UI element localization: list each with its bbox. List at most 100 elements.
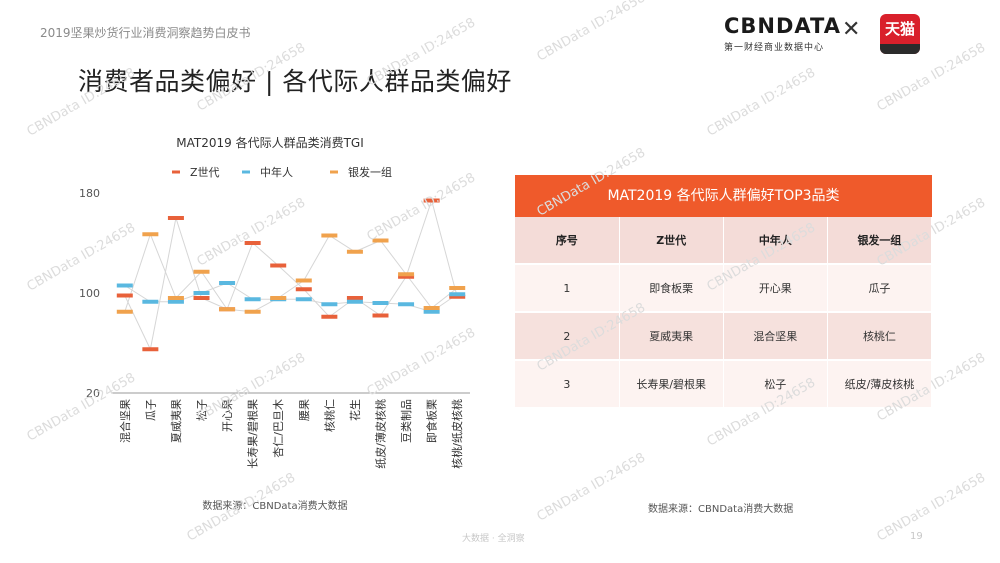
legend-label: Z世代 xyxy=(190,166,220,179)
x-tick-label: 纸皮/薄皮核桃 xyxy=(374,399,388,469)
data-point-marker xyxy=(219,307,236,312)
x-tick-label: 腰果 xyxy=(298,399,311,421)
data-point-marker xyxy=(142,347,159,352)
data-point-marker xyxy=(346,296,363,300)
top3-table-panel: MAT2019 各代际人群偏好TOP3品类 序号 Z世代 中年人 银发一组 1 … xyxy=(515,175,933,409)
cbn-logo-name: CBNDATA xyxy=(724,14,841,38)
footer-slogan: 大数据 · 全洞察 xyxy=(462,534,525,544)
report-title: 2019坚果炒货行业消费洞察趋势白皮书 xyxy=(40,26,251,40)
table-cell: 纸皮/薄皮核桃 xyxy=(827,360,933,409)
data-point-marker xyxy=(116,293,133,298)
data-point-marker xyxy=(398,272,415,277)
page-number: 19 xyxy=(910,531,923,542)
data-point-marker xyxy=(449,294,466,299)
data-point-marker xyxy=(423,309,440,314)
x-tick-label: 长寿果/碧根果 xyxy=(246,399,260,469)
times-icon: ✕ xyxy=(842,17,861,42)
data-point-marker xyxy=(142,232,159,237)
data-point-marker xyxy=(372,238,389,243)
data-point-marker xyxy=(449,286,466,290)
watermark-text: CBNData ID:24658 xyxy=(534,450,649,525)
table-cell: 松子 xyxy=(723,360,828,409)
x-tick-label: 混合坚果 xyxy=(118,399,132,443)
data-point-marker xyxy=(398,302,415,307)
data-point-marker xyxy=(398,274,415,279)
data-point-marker xyxy=(295,287,312,292)
data-point-marker xyxy=(270,263,287,268)
data-point-marker xyxy=(270,296,287,300)
table-cell: 即食板栗 xyxy=(619,264,724,313)
y-tick-label: 180 xyxy=(79,187,100,200)
legend-label: 银发一组 xyxy=(348,165,392,179)
data-point-marker xyxy=(167,299,184,304)
data-point-marker xyxy=(244,297,261,302)
cbn-logo-subtitle: 第一财经商业数据中心 xyxy=(724,43,825,53)
table-cell: 核桃仁 xyxy=(827,312,933,361)
top3-table: 序号 Z世代 中年人 银发一组 1 即食板栗 开心果 瓜子 2 夏威夷果 混合坚… xyxy=(515,217,933,409)
data-point-marker xyxy=(193,296,210,300)
table-header-row: 序号 Z世代 中年人 银发一组 xyxy=(515,217,933,265)
tmall-logo: 天猫 xyxy=(880,14,920,54)
data-point-marker xyxy=(295,278,312,283)
data-point-marker xyxy=(244,309,261,314)
x-tick-label: 即食板栗 xyxy=(425,399,439,443)
data-point-marker xyxy=(346,249,363,254)
legend-label: 中年人 xyxy=(260,165,293,179)
table-row: 1 即食板栗 开心果 瓜子 xyxy=(515,264,933,313)
table-cell: 混合坚果 xyxy=(723,312,828,361)
data-point-marker xyxy=(219,281,236,285)
x-tick-label: 松子 xyxy=(195,399,209,421)
top3-table-title: MAT2019 各代际人群偏好TOP3品类 xyxy=(515,175,932,217)
series-line xyxy=(124,232,458,313)
x-tick-label: 花生 xyxy=(348,399,362,421)
chart-title: MAT2019 各代际人群品类消费TGI xyxy=(176,135,363,150)
table-cell: 1 xyxy=(515,264,620,313)
chart-source-note: 数据来源：CBNData消费大数据 xyxy=(202,499,347,512)
watermark-text: CBNData ID:24658 xyxy=(534,0,649,65)
data-point-marker xyxy=(193,291,210,295)
tgi-chart-svg: MAT2019 各代际人群品类消费TGI Z世代 中年人 银发一组 20 100 180 混合… xyxy=(79,135,470,512)
data-point-marker xyxy=(449,292,466,297)
x-tick-label: 豆类制品 xyxy=(399,399,413,443)
watermark-text: CBNData ID:24658 xyxy=(704,65,819,140)
data-point-marker xyxy=(142,299,159,304)
data-point-marker xyxy=(423,306,440,310)
data-point-marker xyxy=(321,233,338,238)
table-header-cell: 中年人 xyxy=(723,217,828,265)
x-tick-label: 夏威夷果 xyxy=(170,399,183,443)
watermark-text: CBNData ID:24658 xyxy=(874,470,989,545)
table-cell: 长寿果/碧根果 xyxy=(619,360,724,409)
x-tick-label: 杏仁/巴旦木 xyxy=(272,399,285,458)
data-point-marker xyxy=(167,216,184,220)
table-row: 3 长寿果/碧根果 松子 纸皮/薄皮核桃 xyxy=(515,360,933,409)
table-header-cell: 银发一组 xyxy=(827,217,933,265)
table-cell: 2 xyxy=(515,312,620,361)
tmall-logo-text: 天猫 xyxy=(884,20,915,38)
cbn-logo: CBNDATA 第一财经商业数据中心 xyxy=(724,14,841,54)
table-header-cell: Z世代 xyxy=(619,217,724,265)
x-tick-label: 核桃仁 xyxy=(322,399,336,432)
series-line xyxy=(124,198,458,351)
data-point-marker xyxy=(423,198,440,203)
table-cell: 开心果 xyxy=(723,264,828,313)
table-source-note: 数据来源：CBNData消费大数据 xyxy=(648,504,794,515)
data-point-marker xyxy=(295,297,312,302)
data-point-marker xyxy=(321,302,338,307)
data-point-marker xyxy=(167,296,184,300)
data-point-marker xyxy=(244,241,261,245)
tgi-chart: MAT2019 各代际人群品类消费TGI Z世代 中年人 银发一组 20 100 180 混合… xyxy=(60,125,480,525)
x-tick-label: 开心果 xyxy=(221,399,234,432)
table-cell: 3 xyxy=(515,360,620,409)
table-cell: 瓜子 xyxy=(827,264,933,313)
tmall-logo-band xyxy=(880,44,920,54)
y-tick-label: 100 xyxy=(79,287,100,300)
data-point-marker xyxy=(372,301,389,305)
data-point-marker xyxy=(116,283,133,288)
data-point-marker xyxy=(116,309,133,314)
page-heading: 消费者品类偏好 | 各代际人群品类偏好 xyxy=(78,67,512,96)
table-cell: 夏威夷果 xyxy=(619,312,724,361)
table-header-cell: 序号 xyxy=(515,217,620,265)
data-point-marker xyxy=(372,313,389,318)
data-point-marker xyxy=(193,269,210,274)
data-point-marker xyxy=(321,314,338,319)
